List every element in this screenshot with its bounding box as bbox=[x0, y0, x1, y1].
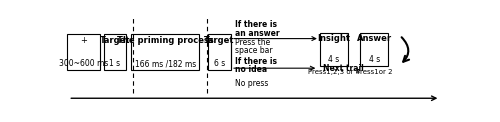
Text: 6 s: 6 s bbox=[214, 59, 225, 68]
Text: If there is: If there is bbox=[235, 20, 277, 29]
FancyBboxPatch shape bbox=[208, 34, 231, 70]
Text: 1 s: 1 s bbox=[109, 59, 120, 68]
Text: The priming process: The priming process bbox=[117, 36, 214, 45]
Text: 4 s: 4 s bbox=[328, 55, 340, 64]
Text: an answer: an answer bbox=[235, 29, 280, 38]
FancyBboxPatch shape bbox=[132, 34, 199, 70]
FancyBboxPatch shape bbox=[104, 34, 126, 70]
Text: no idea: no idea bbox=[235, 65, 267, 74]
Text: 300~600 ms: 300~600 ms bbox=[59, 59, 108, 68]
FancyBboxPatch shape bbox=[360, 33, 388, 66]
Text: No press: No press bbox=[235, 79, 268, 88]
Text: 4 s: 4 s bbox=[369, 55, 380, 64]
Text: +: + bbox=[80, 36, 87, 45]
Text: Answer: Answer bbox=[357, 34, 392, 43]
Text: Next trail: Next trail bbox=[323, 64, 364, 73]
Text: Target: Target bbox=[204, 36, 234, 45]
Text: Press the: Press the bbox=[235, 38, 270, 47]
FancyBboxPatch shape bbox=[320, 33, 347, 66]
Text: 166 ms /182 ms: 166 ms /182 ms bbox=[134, 59, 196, 68]
Text: Press1or 2: Press1or 2 bbox=[356, 69, 393, 75]
Text: Press1,2,3 or 4: Press1,2,3 or 4 bbox=[308, 69, 360, 75]
Text: Target: Target bbox=[100, 36, 130, 45]
FancyBboxPatch shape bbox=[68, 34, 100, 70]
Text: Insight: Insight bbox=[318, 34, 350, 43]
Text: space bar: space bar bbox=[235, 46, 273, 55]
Text: If there is: If there is bbox=[235, 57, 277, 66]
